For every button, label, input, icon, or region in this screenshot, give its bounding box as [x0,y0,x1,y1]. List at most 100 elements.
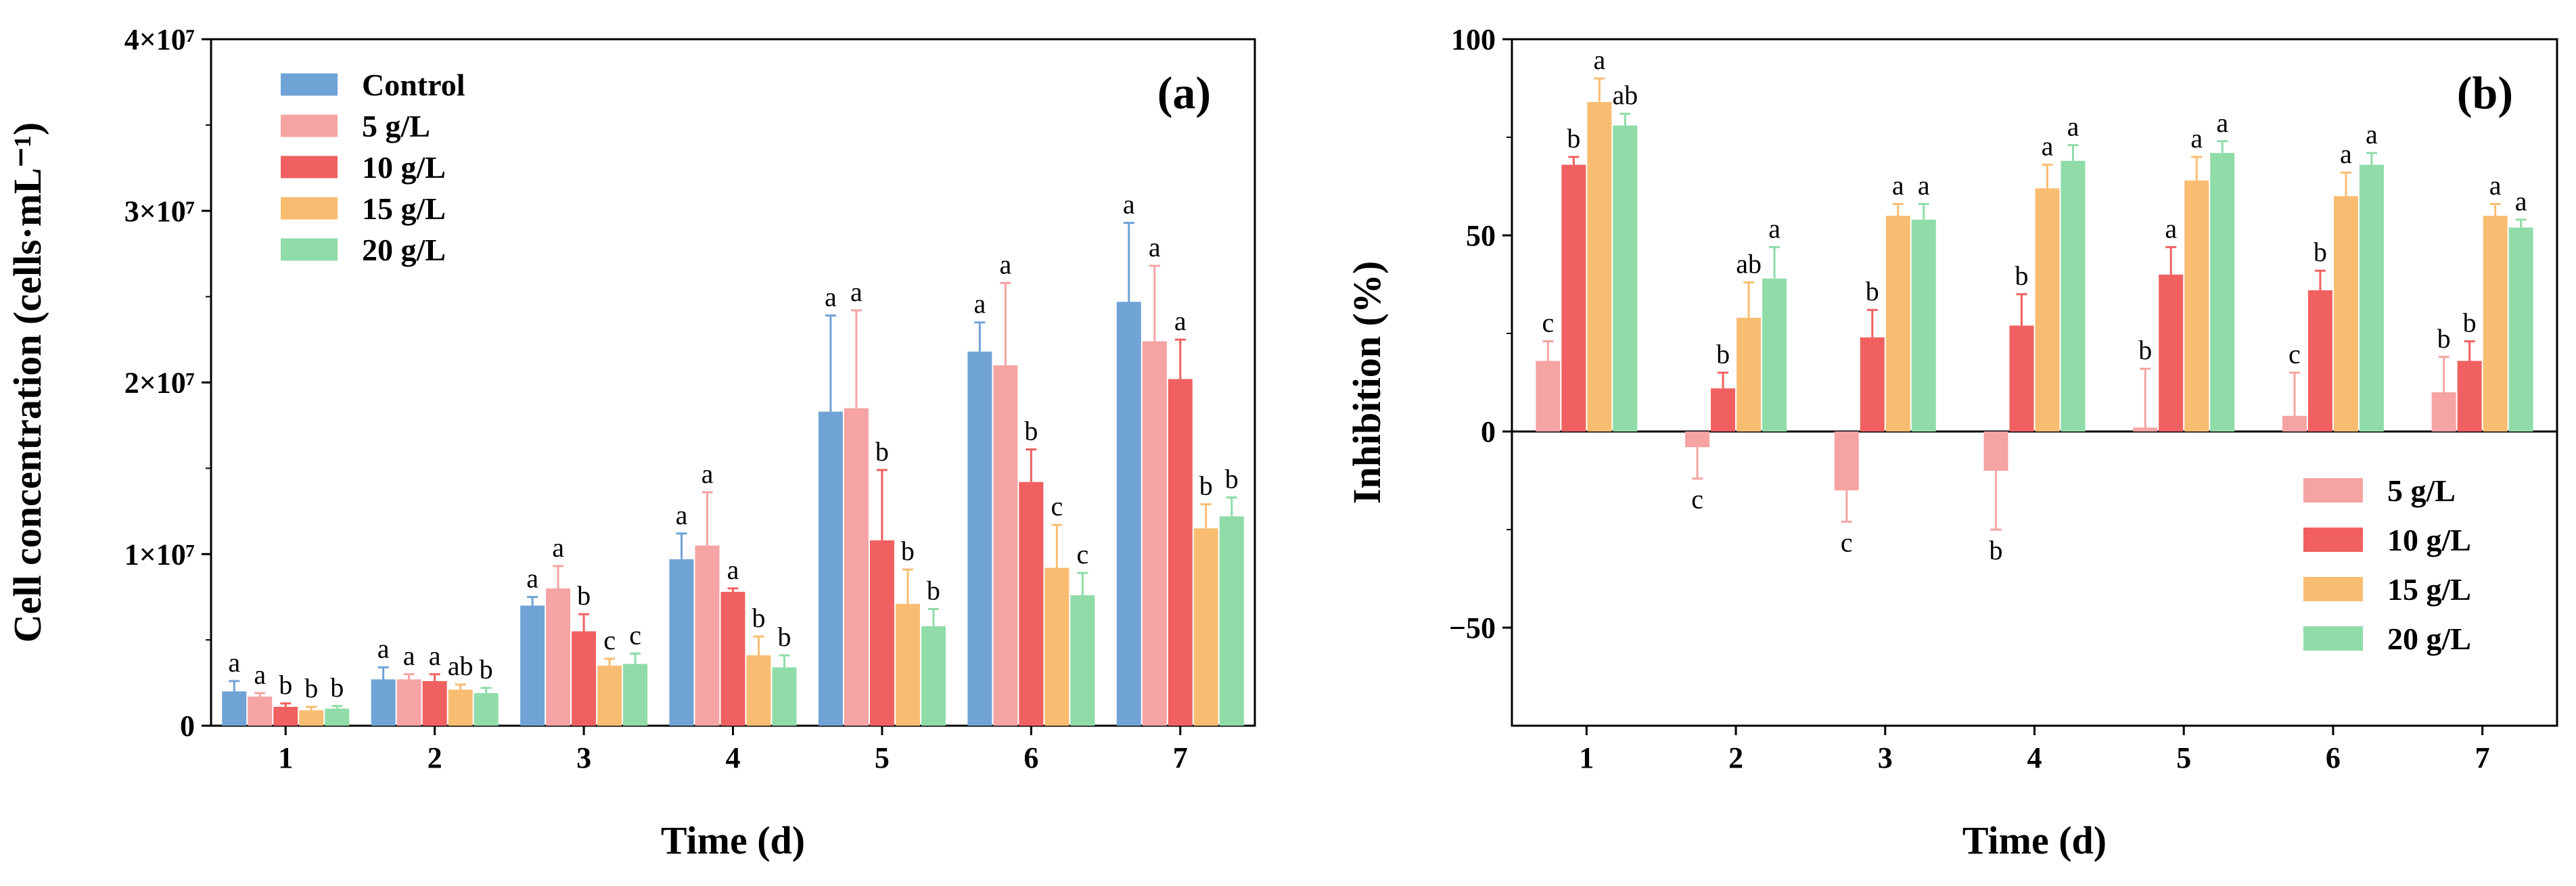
bar [1044,567,1070,726]
legend-label: 5 g/L [2387,473,2456,508]
x-tick-label: 4 [726,741,741,774]
bar [895,603,920,726]
bar [623,663,648,726]
x-tick-label: 2 [1728,741,1743,774]
bar [325,708,350,726]
bar [2133,427,2158,432]
x-tick-label: 2 [428,741,442,774]
significance-letter: ab [1612,80,1638,110]
legend-swatch [281,238,338,261]
x-tick-label: 6 [1024,741,1038,774]
legend-swatch [2303,626,2363,651]
significance-letter: c [629,620,641,650]
bar [1168,379,1193,726]
bar [2282,415,2307,432]
panel-label: (b) [2457,67,2513,118]
significance-letter: a [254,659,266,690]
significance-letter: c [1841,527,1853,557]
bar [248,696,273,726]
bar [371,679,396,726]
significance-letter: b [2437,323,2451,354]
significance-letter: b [1567,123,1580,154]
significance-letter: a [850,277,862,307]
x-tick-label: 5 [875,741,890,774]
significance-letter: a [1174,306,1187,336]
significance-letter: a [973,289,986,319]
significance-letter: a [1593,45,1605,75]
bar [869,540,894,726]
significance-letter: a [702,459,714,489]
bar [520,605,545,726]
bar [299,710,324,726]
bar [2061,160,2086,432]
bar [844,408,869,726]
legend-swatch [281,73,338,96]
bar [2035,188,2060,432]
significance-letter: b [2015,260,2029,291]
bar [474,693,499,726]
legend-swatch [281,114,338,137]
legend-swatch [281,197,338,220]
bar [772,667,797,726]
bar [2159,275,2184,432]
significance-letter: a [999,249,1011,279]
significance-letter: b [2463,308,2477,338]
bar [1193,528,1218,726]
x-tick-label: 1 [278,741,293,774]
significance-letter: c [1691,484,1703,515]
y-tick-label: −50 [1449,611,1496,645]
significance-letter: b [1716,339,1730,369]
y-axis-title: Cell concentration (cells·mL⁻¹) [5,122,49,643]
bar [967,351,992,726]
legend-label: 20 g/L [2387,622,2471,656]
bar [273,707,298,726]
bar [2009,325,2034,432]
significance-letter: b [330,672,344,703]
bar [2184,180,2209,432]
legend-label: 15 g/L [362,191,446,226]
bar [572,631,597,726]
significance-letter: a [2042,131,2054,162]
legend-swatch [2303,528,2363,552]
significance-letter: a [1768,213,1780,243]
significance-letter: a [552,532,564,563]
significance-letter: c [603,625,616,655]
y-tick-label: 0 [1481,415,1496,448]
significance-letter: a [228,647,240,678]
bar [669,559,694,726]
bar [396,679,421,726]
x-tick-label: 6 [2326,741,2341,774]
y-tick-label: 2×10⁷ [124,367,195,400]
significance-letter: b [304,673,318,703]
bar [1834,432,1859,490]
significance-letter: a [2340,139,2352,169]
bar [1536,360,1561,432]
significance-letter: c [1076,539,1088,569]
significance-letter: b [778,622,791,652]
bar [1860,337,1885,432]
significance-letter: a [429,640,441,671]
legend-label: 10 g/L [362,150,446,185]
significance-letter: a [2216,108,2228,138]
bar [1561,164,1586,432]
significance-letter: a [403,640,415,671]
y-tick-label: 0 [180,709,195,743]
legend-swatch [281,156,338,179]
bar [422,681,447,726]
bar [1070,595,1095,726]
y-tick-label: 1×10⁷ [124,538,195,571]
significance-letter: b [875,436,889,467]
legend-swatch [2303,577,2363,601]
significance-letter: b [279,670,292,700]
significance-letter: b [901,536,915,566]
significance-letter: c [1051,491,1063,521]
bar [2483,216,2508,432]
bar [1587,101,1612,432]
bar [1911,219,1936,432]
significance-letter: a [377,634,390,664]
significance-letter: a [526,563,538,594]
significance-letter: b [752,603,766,633]
significance-letter: ab [1736,249,1762,279]
bar [2307,290,2332,432]
legend-label: Control [362,68,465,102]
